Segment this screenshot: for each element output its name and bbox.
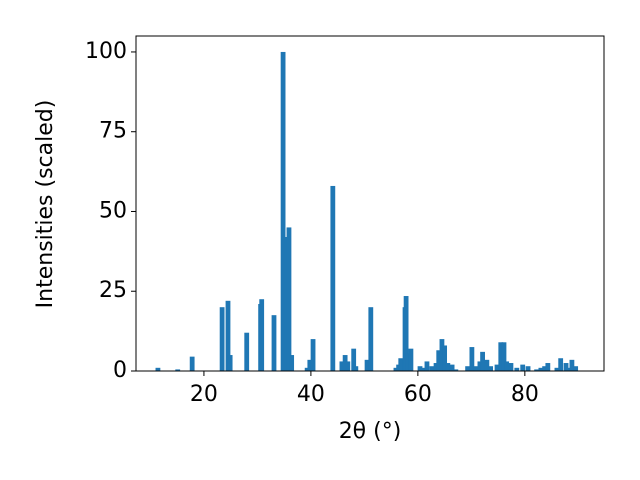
bar bbox=[310, 339, 316, 371]
bar bbox=[408, 348, 414, 371]
bar bbox=[189, 356, 195, 371]
bar bbox=[465, 366, 471, 371]
y-tick-label: 25 bbox=[99, 278, 127, 303]
bar bbox=[480, 351, 485, 371]
bar bbox=[398, 358, 404, 371]
bar bbox=[342, 355, 348, 371]
bar bbox=[494, 364, 500, 371]
y-tick-label: 100 bbox=[85, 39, 127, 64]
bar bbox=[155, 367, 161, 371]
bar bbox=[469, 347, 475, 371]
bar bbox=[368, 307, 374, 371]
bar bbox=[436, 350, 442, 371]
bar bbox=[364, 359, 370, 371]
bar bbox=[504, 361, 510, 371]
bar bbox=[339, 361, 345, 371]
bar bbox=[569, 359, 575, 371]
y-axis-label: Intensities (scaled) bbox=[33, 100, 58, 309]
bar bbox=[473, 366, 479, 371]
bar bbox=[439, 339, 445, 371]
bar bbox=[545, 363, 551, 371]
bar bbox=[417, 366, 423, 371]
bar bbox=[573, 366, 579, 371]
bar bbox=[403, 296, 409, 371]
bar bbox=[420, 367, 426, 371]
bar bbox=[405, 353, 411, 371]
bar bbox=[227, 355, 233, 371]
bar bbox=[558, 358, 564, 371]
bar bbox=[330, 185, 336, 371]
x-axis-label: 2θ (°) bbox=[339, 419, 402, 444]
bar bbox=[484, 359, 490, 371]
bar bbox=[219, 307, 225, 371]
bar bbox=[280, 51, 286, 371]
bar bbox=[498, 342, 504, 371]
bar bbox=[565, 367, 571, 371]
bar bbox=[520, 364, 526, 371]
bar bbox=[289, 355, 295, 371]
bar bbox=[445, 363, 451, 371]
y-tick-label: 75 bbox=[99, 119, 127, 144]
bar bbox=[554, 367, 560, 371]
x-tick-label: 40 bbox=[297, 382, 325, 407]
y-tick-label: 0 bbox=[113, 358, 127, 383]
bar bbox=[175, 369, 181, 371]
x-tick-label: 20 bbox=[190, 382, 218, 407]
bar bbox=[538, 367, 544, 371]
bar bbox=[534, 369, 540, 371]
bar bbox=[286, 227, 292, 371]
bar bbox=[477, 361, 483, 371]
bar bbox=[525, 366, 531, 371]
x-tick-label: 80 bbox=[511, 382, 539, 407]
bar bbox=[514, 367, 520, 371]
bar bbox=[429, 366, 435, 371]
bar bbox=[345, 361, 351, 371]
bar bbox=[351, 348, 357, 371]
bar bbox=[307, 359, 313, 371]
bar bbox=[353, 366, 359, 371]
y-tick-label: 50 bbox=[99, 198, 127, 223]
bar bbox=[542, 366, 548, 371]
bar bbox=[424, 361, 430, 371]
bar bbox=[449, 364, 455, 371]
bar bbox=[453, 369, 459, 371]
bar bbox=[508, 363, 514, 371]
x-tick-label: 60 bbox=[404, 382, 432, 407]
bar bbox=[488, 366, 494, 371]
bar bbox=[393, 367, 399, 371]
bar bbox=[433, 363, 439, 371]
bar bbox=[271, 315, 277, 371]
bar bbox=[225, 300, 231, 371]
bar bbox=[563, 363, 569, 371]
bar bbox=[244, 332, 250, 371]
bar bbox=[501, 342, 507, 371]
bar bbox=[442, 345, 448, 371]
plot-frame bbox=[135, 35, 605, 372]
bar bbox=[259, 299, 265, 371]
bar bbox=[304, 367, 310, 371]
